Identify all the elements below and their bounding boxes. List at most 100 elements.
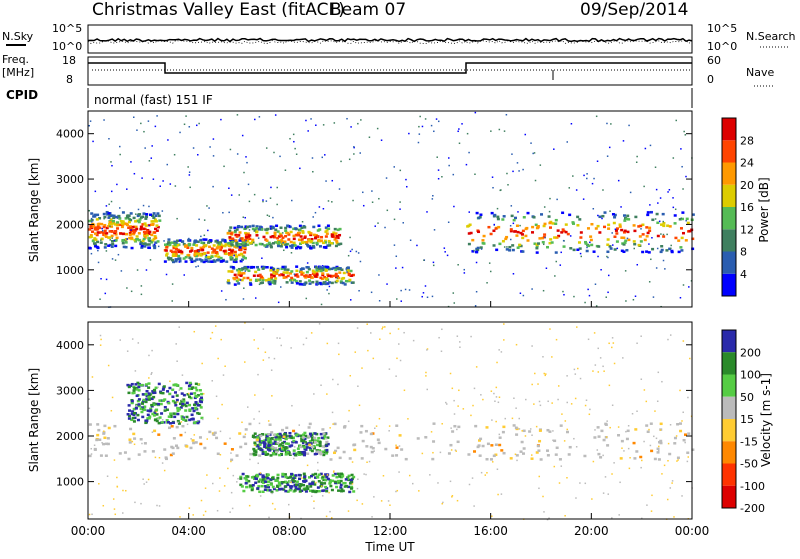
power-cell — [207, 260, 211, 263]
velocity-cell — [320, 450, 324, 454]
velocity-speckle — [230, 491, 233, 494]
velocity-speckle — [193, 434, 196, 436]
velocity-cell — [230, 448, 234, 451]
power-cell — [131, 225, 135, 229]
velocity-cell — [619, 457, 623, 460]
power-speckle — [110, 200, 113, 203]
power-speckle — [242, 216, 245, 218]
velocity-speckle — [381, 328, 383, 330]
velocity-cell — [102, 431, 106, 434]
velocity-speckle — [338, 353, 340, 356]
velocity-cell — [311, 436, 315, 439]
power-speckle — [437, 120, 440, 123]
velocity-cell — [286, 476, 290, 480]
velocity-cell — [244, 482, 248, 485]
power-speckle — [626, 237, 629, 240]
power-speckle — [649, 204, 651, 206]
velocity-cell — [553, 439, 557, 443]
power-cell — [119, 232, 123, 235]
velocity-speckle — [291, 404, 293, 407]
velocity-cell — [97, 428, 101, 432]
velocity-speckle — [689, 357, 691, 360]
velocity-cell — [267, 437, 271, 440]
power-cell — [349, 274, 353, 277]
power-cell — [176, 248, 180, 252]
velocity-cell — [262, 441, 266, 444]
power-speckle — [448, 164, 450, 167]
power-cell — [270, 273, 274, 276]
velocity-cell — [258, 490, 262, 494]
velocity-cell — [620, 439, 624, 443]
velocity-cell — [276, 441, 280, 445]
power-cell — [241, 267, 245, 271]
velocity-cell — [320, 436, 324, 440]
power-cell — [285, 281, 289, 284]
velocity-cell — [322, 478, 326, 482]
power-cell — [187, 243, 191, 247]
power-cell — [284, 243, 288, 246]
velocity-speckle — [155, 411, 158, 413]
velocity-cell — [283, 448, 287, 452]
power-cell — [196, 240, 200, 244]
power-cell — [333, 227, 337, 231]
power-speckle — [167, 139, 169, 141]
power-cell — [229, 256, 233, 259]
velocity-speckle — [573, 437, 575, 440]
power-speckle — [657, 202, 659, 204]
power-speckle — [510, 205, 513, 207]
velocity-cell — [345, 484, 349, 488]
power-cell — [321, 272, 325, 275]
power-cell — [579, 236, 583, 239]
velocity-speckle — [450, 449, 453, 451]
power-speckle — [629, 191, 632, 194]
velocity-cell — [352, 490, 356, 493]
velocity-speckle — [613, 462, 615, 464]
velocity-cell — [633, 457, 637, 460]
velocity-cell — [280, 482, 284, 485]
velocity-speckle — [302, 343, 305, 346]
power-cell — [557, 234, 561, 238]
velocity-cell — [300, 436, 304, 439]
velocity-cell — [181, 424, 185, 428]
power-cell — [312, 246, 316, 249]
power-cell — [254, 270, 258, 274]
power-speckle — [212, 155, 215, 157]
power-cell — [174, 251, 178, 255]
power-cell — [89, 224, 93, 228]
power-speckle — [233, 229, 236, 232]
power-cell — [240, 278, 244, 282]
velocity-cell — [169, 453, 173, 457]
power-cell — [286, 231, 290, 235]
velocity-cell — [131, 416, 135, 420]
velocity-speckle — [267, 420, 270, 422]
velocity-speckle — [439, 451, 442, 454]
velocity-speckle — [429, 474, 431, 476]
velocity-cell — [600, 429, 604, 433]
power-cell — [284, 229, 288, 232]
power-cell — [518, 243, 522, 247]
velocity-cell — [264, 433, 268, 437]
velocity-cell — [432, 440, 436, 443]
power-cell — [88, 246, 92, 250]
power-cell — [572, 248, 576, 252]
velocity-cell — [251, 483, 255, 487]
velocity-cell — [492, 454, 496, 458]
power-cell — [272, 235, 276, 239]
velocity-speckle — [375, 425, 378, 427]
velocity-cell — [133, 437, 137, 440]
power-cell — [660, 245, 664, 248]
velocity-speckle — [498, 349, 500, 351]
power-speckle — [197, 265, 200, 267]
power-speckle — [655, 267, 658, 269]
power-speckle — [672, 157, 675, 159]
velocity-cell — [128, 441, 132, 444]
velocity-cell — [280, 435, 284, 438]
velocity-cell — [267, 485, 271, 489]
velocity-cell — [352, 475, 356, 479]
velocity-cell — [281, 444, 285, 448]
power-speckle — [654, 166, 657, 169]
velocity-cell — [291, 478, 295, 482]
velocity-speckle — [259, 495, 262, 497]
velocity-cell — [266, 473, 270, 477]
